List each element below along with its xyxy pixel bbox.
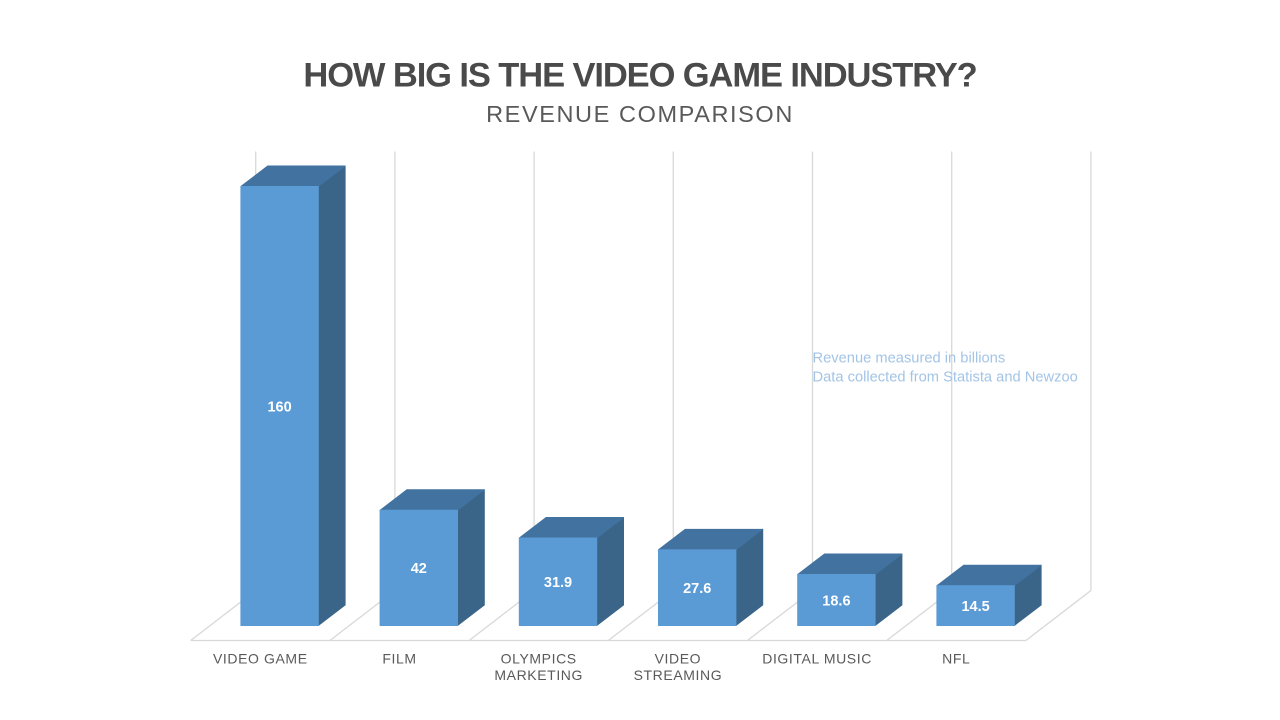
svg-text:DIGITAL MUSIC: DIGITAL MUSIC [762,651,872,667]
svg-text:STREAMING: STREAMING [634,667,723,683]
svg-text:VIDEO: VIDEO [655,651,702,667]
svg-text:FILM: FILM [382,651,416,667]
svg-text:42: 42 [411,561,427,577]
svg-text:OLYMPICS: OLYMPICS [501,651,577,667]
svg-text:MARKETING: MARKETING [494,667,583,683]
svg-text:HOW BIG IS THE VIDEO GAME INDU: HOW BIG IS THE VIDEO GAME INDUSTRY? [303,57,976,95]
svg-text:18.6: 18.6 [822,593,850,609]
svg-text:Revenue measured in billions: Revenue measured in billions [813,351,1006,367]
svg-text:160: 160 [267,399,291,415]
svg-text:27.6: 27.6 [683,581,711,597]
svg-text:REVENUE COMPARISON: REVENUE COMPARISON [486,101,794,127]
svg-text:NFL: NFL [942,651,970,667]
svg-text:14.5: 14.5 [961,599,989,615]
svg-text:Data collected from Statista a: Data collected from Statista and Newzoo [813,370,1078,386]
svg-text:VIDEO GAME: VIDEO GAME [213,651,308,667]
svg-text:31.9: 31.9 [544,575,572,591]
